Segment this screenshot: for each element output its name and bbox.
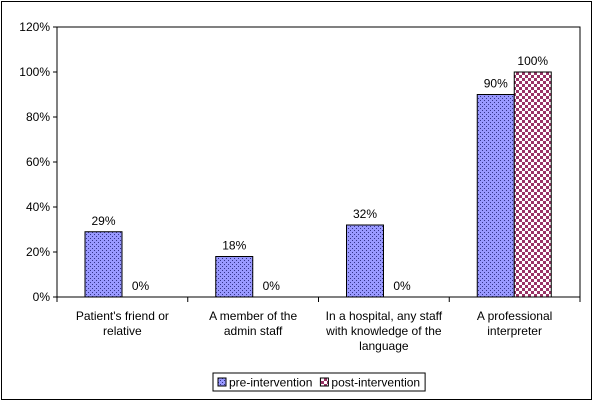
category-label: A member of the bbox=[209, 309, 297, 323]
y-tick-label: 40% bbox=[26, 200, 50, 214]
data-label: 0% bbox=[263, 279, 281, 293]
category-label: language bbox=[359, 339, 409, 353]
data-label: 18% bbox=[222, 239, 246, 253]
bar bbox=[215, 256, 254, 298]
y-tick-label: 60% bbox=[26, 155, 50, 169]
data-label: 0% bbox=[132, 279, 150, 293]
y-tick-label: 80% bbox=[26, 110, 50, 124]
bar bbox=[84, 231, 123, 298]
bars bbox=[84, 71, 552, 298]
y-tick-label: 120% bbox=[19, 20, 50, 34]
category-label: A professional bbox=[477, 309, 552, 323]
data-label: 32% bbox=[353, 207, 377, 221]
y-tick-label: 0% bbox=[33, 290, 51, 304]
legend-label: post-intervention bbox=[331, 376, 420, 390]
legend-swatch bbox=[217, 377, 227, 387]
category-label: In a hospital, any staff bbox=[326, 309, 443, 323]
legend-swatch bbox=[319, 377, 329, 387]
data-label: 29% bbox=[91, 214, 115, 228]
bar bbox=[346, 224, 384, 298]
legend: pre-intervention post-intervention bbox=[212, 372, 426, 392]
bar bbox=[476, 94, 515, 298]
category-label: with knowledge of the bbox=[325, 324, 442, 338]
bar bbox=[513, 71, 552, 298]
category-label: admin staff bbox=[224, 324, 283, 338]
y-tick-label: 20% bbox=[26, 245, 50, 259]
category-label: relative bbox=[103, 324, 142, 338]
data-label: 100% bbox=[517, 54, 548, 68]
y-tick-label: 100% bbox=[19, 65, 50, 79]
data-label: 90% bbox=[484, 77, 508, 91]
category-label: Patient's friend or bbox=[76, 309, 169, 323]
legend-label: pre-intervention bbox=[229, 376, 312, 390]
data-label: 0% bbox=[393, 279, 411, 293]
axes: 0% 20% 40% 60% 80% 100% 120% bbox=[19, 20, 581, 304]
data-labels: 29% 18% 32% 90% 0% 0% 0% 100% bbox=[91, 54, 548, 293]
category-label: interpreter bbox=[487, 324, 542, 338]
legend-box bbox=[212, 372, 426, 392]
